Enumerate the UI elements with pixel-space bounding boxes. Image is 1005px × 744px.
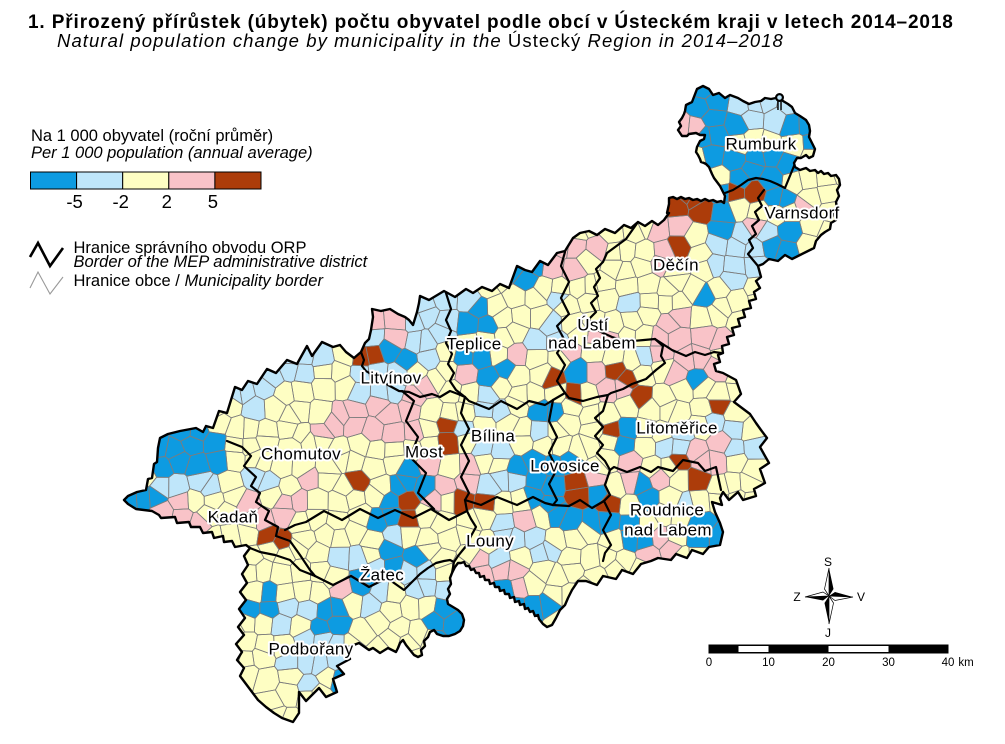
- svg-text:Ústí: Ústí: [577, 316, 608, 335]
- svg-text:Louny: Louny: [466, 532, 514, 551]
- svg-text:Natural population change by m: Natural population change by municipalit…: [57, 30, 784, 51]
- svg-text:Z: Z: [793, 590, 800, 604]
- svg-text:Most: Most: [405, 443, 443, 462]
- svg-text:Border of the MEP administrati: Border of the MEP administrative distric…: [74, 253, 369, 271]
- svg-text:40: 40: [942, 657, 955, 669]
- svg-text:Teplice: Teplice: [446, 335, 501, 354]
- svg-text:2: 2: [162, 191, 172, 212]
- svg-text:Roudnice: Roudnice: [630, 501, 704, 520]
- svg-text:Žatec: Žatec: [360, 566, 404, 585]
- svg-text:Podbořany: Podbořany: [269, 640, 354, 659]
- svg-text:5: 5: [208, 191, 218, 212]
- svg-text:20: 20: [822, 657, 835, 669]
- svg-text:Bílina: Bílina: [471, 427, 516, 446]
- svg-text:0: 0: [706, 657, 712, 669]
- svg-text:nad Labem: nad Labem: [624, 521, 712, 540]
- svg-text:-5: -5: [66, 191, 82, 212]
- svg-text:J: J: [825, 626, 831, 640]
- svg-text:-2: -2: [112, 191, 128, 212]
- svg-text:km: km: [958, 657, 973, 669]
- svg-text:V: V: [857, 590, 865, 604]
- svg-text:Na 1 000 obyvatel (roční průmě: Na 1 000 obyvatel (roční průměr): [31, 127, 273, 145]
- svg-text:Lovosice: Lovosice: [530, 457, 600, 476]
- svg-text:Děčín: Děčín: [653, 256, 699, 275]
- svg-text:Litvínov: Litvínov: [361, 369, 422, 388]
- svg-text:Per 1 000 population (annual a: Per 1 000 population (annual average): [31, 144, 313, 162]
- svg-text:nad Labem: nad Labem: [548, 334, 636, 353]
- svg-text:Chomutov: Chomutov: [261, 445, 341, 464]
- svg-text:1. Přirozený přírůstek (úbytek: 1. Přirozený přírůstek (úbytek) počtu ob…: [28, 11, 954, 33]
- svg-text:Varnsdorf: Varnsdorf: [764, 204, 839, 223]
- svg-text:S: S: [824, 555, 832, 569]
- svg-text:Kadaň: Kadaň: [208, 508, 259, 527]
- svg-text:Litoměřice: Litoměřice: [636, 419, 717, 438]
- svg-text:10: 10: [762, 657, 775, 669]
- svg-text:Hranice správního obvodu ORP: Hranice správního obvodu ORP: [74, 239, 307, 257]
- svg-text:Hranice obce / Municipality bo: Hranice obce / Municipality border: [74, 272, 325, 290]
- svg-text:Rumburk: Rumburk: [725, 135, 796, 154]
- svg-text:30: 30: [882, 657, 895, 669]
